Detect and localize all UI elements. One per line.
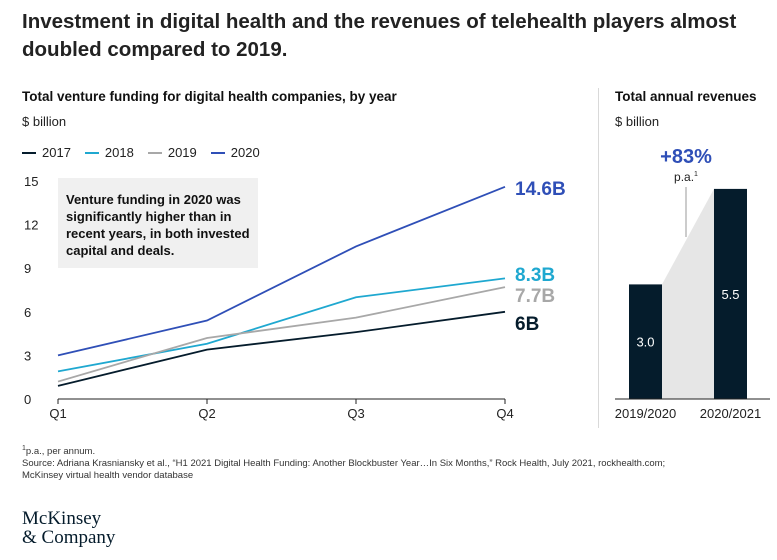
footnote-source: Source: Adriana Krasniansky et al., “H1 … (22, 458, 666, 470)
x-tick-label: Q4 (496, 406, 513, 421)
legend-swatch (147, 151, 162, 154)
growth-note-sup: 1 (694, 171, 698, 178)
series-line-2017 (57, 310, 506, 387)
end-label-2018: 8.3B (515, 265, 555, 286)
annotation-box (58, 178, 258, 268)
y-tick-label: 12 (24, 218, 38, 233)
growth-note-text: p.a. (674, 170, 694, 184)
bar-value-label: 5.5 (721, 287, 739, 302)
footnote: 1p.a., per annum. Source: Adriana Krasni… (22, 443, 762, 482)
line-chart-subtitle: Total venture funding for digital health… (22, 89, 397, 104)
logo-line-2: & Company (22, 527, 116, 548)
headline: Investment in digital health and the rev… (22, 10, 737, 61)
bar-value-label: 3.0 (636, 335, 654, 350)
end-label-2017: 6B (515, 314, 539, 335)
legend-swatch (210, 151, 225, 154)
series-line-2018 (57, 277, 506, 373)
legend-item-2019: 2019 (147, 145, 197, 160)
footnote-line-1: p.a., per annum. (25, 446, 96, 458)
bar-chart-subtitle: Total annual revenues (615, 89, 757, 104)
growth-note: p.a.1 (674, 170, 698, 184)
legend-item-2018: 2018 (84, 145, 134, 160)
series-line-2019 (57, 286, 506, 383)
legend-label: 2017 (42, 145, 71, 160)
series-line-2020 (57, 185, 506, 357)
bar-chart-unit: $ billion (615, 114, 660, 129)
line-chart-legend: 2017 2018 2019 2020 (22, 145, 260, 160)
y-tick-label: 15 (24, 174, 38, 189)
y-tick-label: 3 (24, 348, 31, 363)
panel-divider (598, 88, 599, 428)
legend-item-2020: 2020 (210, 145, 260, 160)
legend-label: 2020 (230, 145, 260, 160)
x-tick-label: Q2 (198, 406, 215, 421)
bar-chart: 3.0 2019/2020 5.5 2020/2021 +83% p.a.1 (615, 146, 770, 421)
annotation-text: Venture funding in 2020 was significantl… (66, 192, 250, 258)
bar-2020/2021 (714, 188, 747, 399)
growth-wedge (662, 188, 714, 399)
line-chart-unit: $ billion (22, 114, 67, 129)
footnote-marker: 1 (22, 445, 26, 452)
footnote-source-cont: McKinsey virtual health vendor database (22, 470, 194, 482)
x-tick-label: Q3 (347, 406, 364, 421)
x-tick-label: Q1 (49, 406, 66, 421)
end-label-2020: 14.6B (515, 179, 566, 200)
y-tick-label: 6 (24, 305, 31, 320)
bar-category-label: 2019/2020 (615, 406, 676, 421)
bar-2019/2020 (629, 284, 662, 399)
y-tick-label: 0 (24, 392, 31, 407)
legend-item-2017: 2017 (22, 145, 71, 160)
legend-swatch (22, 151, 36, 154)
legend-label: 2019 (167, 145, 197, 160)
growth-label: +83% (660, 146, 712, 168)
bar-category-label: 2020/2021 (700, 406, 761, 421)
end-label-2019: 7.7B (515, 286, 555, 307)
legend-swatch (84, 151, 99, 154)
logo-line-1: McKinsey (22, 508, 102, 529)
line-chart: 0 3 6 9 12 15 Q1 Q2 Q3 Q4 6B 8.3B7.7B 14.6B (24, 174, 566, 421)
y-tick-label: 9 (24, 261, 31, 276)
mckinsey-logo: McKinsey & Company (22, 509, 115, 547)
legend-label: 2018 (104, 145, 134, 160)
